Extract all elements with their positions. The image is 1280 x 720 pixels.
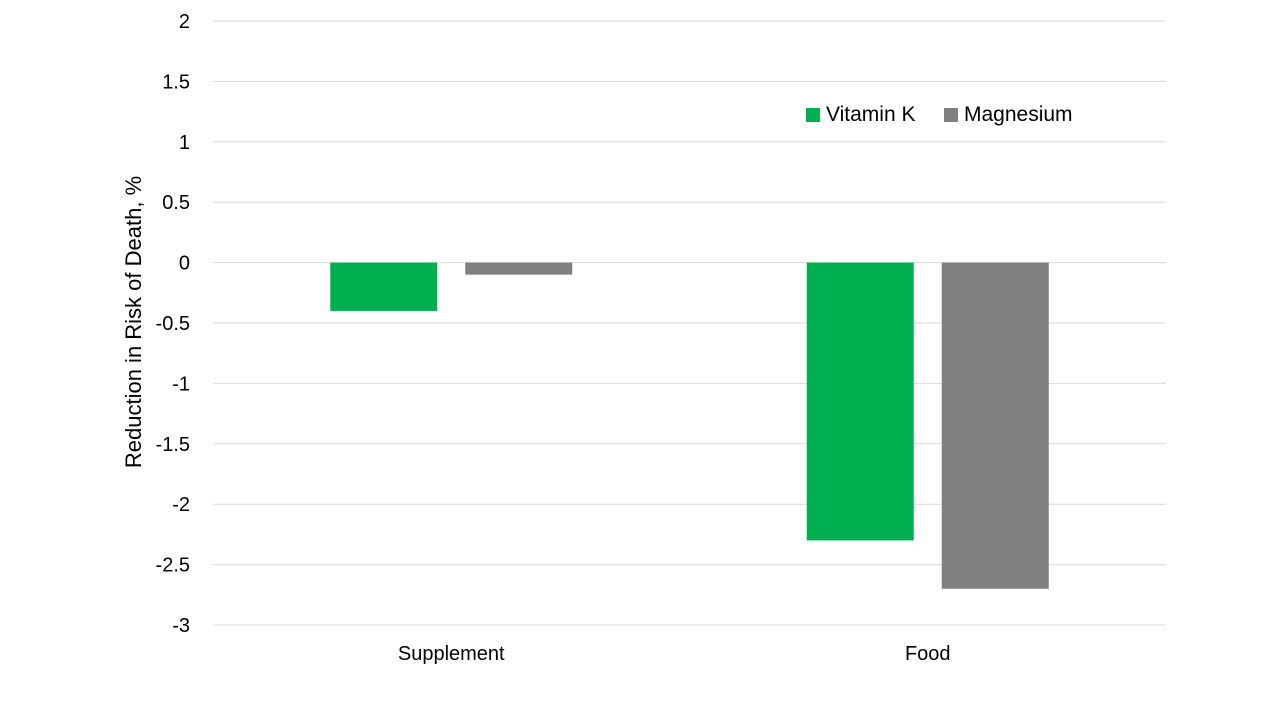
y-tick-label: 0.5 bbox=[162, 192, 190, 214]
legend: Vitamin K Magnesium bbox=[806, 103, 1073, 126]
x-category-label: Supplement bbox=[398, 643, 505, 665]
y-tick-label: -0.5 bbox=[156, 313, 190, 335]
y-tick-label: -2 bbox=[172, 494, 190, 516]
bars bbox=[330, 262, 1049, 589]
y-tick-label: -3 bbox=[172, 615, 190, 637]
bar-magnesium-supplement bbox=[465, 262, 573, 275]
y-tick-label: -1.5 bbox=[156, 434, 190, 456]
bar-vitamin-k-supplement bbox=[330, 262, 438, 311]
y-axis-label: Reduction in Risk of Death, % bbox=[121, 176, 146, 468]
y-tick-label: 1 bbox=[179, 132, 190, 154]
legend-item-vitamin-k: Vitamin K bbox=[806, 103, 916, 126]
bar-vitamin-k-food bbox=[806, 262, 914, 541]
y-tick-label: 2 bbox=[179, 11, 190, 33]
legend-swatch bbox=[944, 108, 958, 122]
y-tick-label: 1.5 bbox=[162, 71, 190, 93]
y-tick-label: -2.5 bbox=[156, 555, 190, 577]
legend-swatch bbox=[806, 108, 820, 122]
legend-label: Magnesium bbox=[964, 103, 1073, 126]
legend-label: Vitamin K bbox=[826, 103, 916, 126]
x-axis-categories: Supplement Food bbox=[398, 643, 951, 665]
legend-item-magnesium: Magnesium bbox=[944, 103, 1073, 126]
y-tick-label: -1 bbox=[172, 373, 190, 395]
x-category-label: Food bbox=[905, 643, 951, 665]
bar-magnesium-food bbox=[941, 262, 1049, 589]
y-tick-label: 0 bbox=[179, 253, 190, 275]
y-axis-ticks: 2 1.5 1 0.5 0 -0.5 -1 -1.5 -2 -2.5 -3 bbox=[156, 11, 190, 637]
